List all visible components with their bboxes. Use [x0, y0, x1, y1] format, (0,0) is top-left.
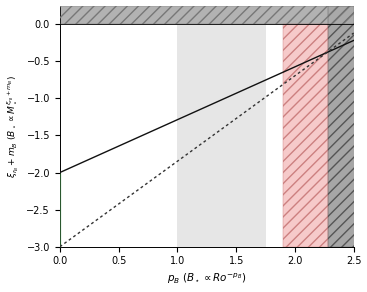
Y-axis label: $\xi_{r_B} + m_B\ (B_\star \propto M_\star^{\xi_{r_B}+m_B})$: $\xi_{r_B} + m_B\ (B_\star \propto M_\st…	[6, 75, 21, 178]
Bar	[60, 6, 354, 24]
Bar	[60, 6, 354, 24]
Bar	[177, 24, 266, 247]
X-axis label: $p_B\ (B_\star \propto Ro^{-p_B})$: $p_B\ (B_\star \propto Ro^{-p_B})$	[167, 272, 247, 286]
Bar	[283, 24, 328, 247]
Bar	[328, 6, 366, 247]
Bar	[283, 24, 328, 247]
Bar	[328, 6, 366, 247]
